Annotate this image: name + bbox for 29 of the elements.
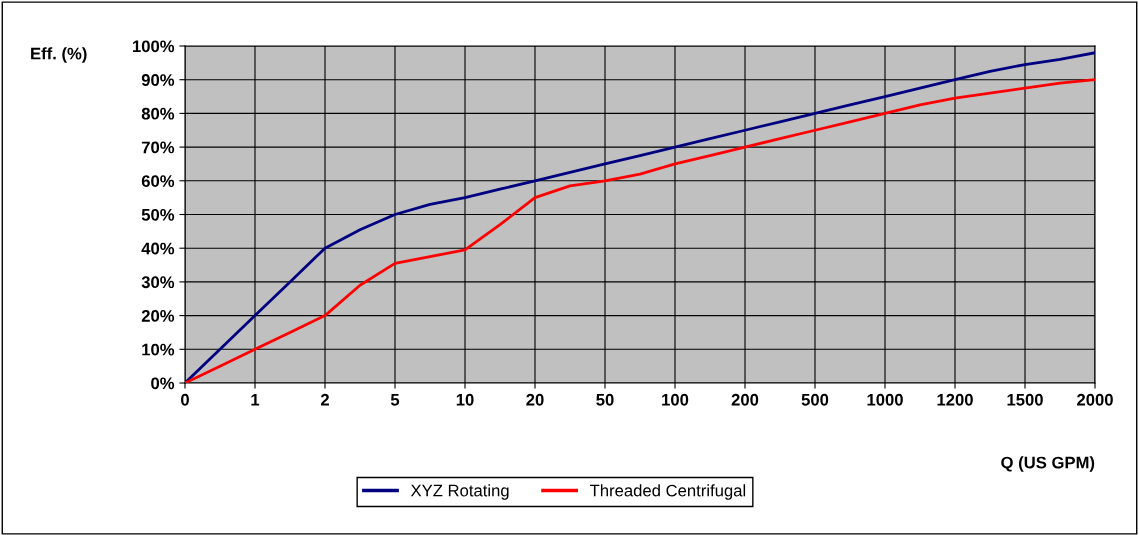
x-tick-label: 0 [181,393,189,406]
y-tick-label: 90% [141,74,175,86]
x-tick-label: 20 [526,393,544,406]
x-tick-label: 1500 [1007,393,1043,406]
x-axis-title: Q (US GPM) [1001,456,1095,472]
x-tick-label: 2 [320,393,329,406]
x-tick-label: 5 [390,394,400,406]
legend-label: XYZ Rotating [410,484,509,500]
x-tick-label: 50 [596,393,614,406]
y-tick-label: 10% [142,343,175,356]
x-tick-label: 200 [731,393,759,406]
legend-label: Threaded Centrifugal [589,484,746,500]
y-tick-label: 50% [141,208,175,221]
x-tick-label: 1200 [937,393,973,406]
x-tick-label: 2000 [1077,393,1113,406]
x-tick-label: 100 [662,393,689,406]
y-axis-title: Eff. (%) [31,47,87,63]
y-tick-label: 40% [141,242,175,255]
y-tick-label: 20% [141,310,175,322]
x-tick-label: 10 [456,393,474,406]
x-tick-label: 1 [251,394,260,406]
y-tick-label: 30% [141,276,175,289]
y-tick-label: 100% [133,40,175,53]
y-tick-label: 0% [151,377,175,390]
y-tick-label: 60% [141,175,175,187]
x-tick-label: 1000 [867,393,903,406]
y-tick-label: 80% [141,107,175,120]
x-tick-label: 500 [801,393,829,406]
y-tick-label: 70% [141,141,175,154]
